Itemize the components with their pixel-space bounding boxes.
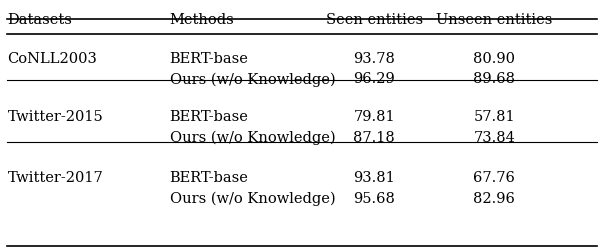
Text: 93.78: 93.78 [353,52,395,67]
Text: 79.81: 79.81 [353,110,395,124]
Text: 82.96: 82.96 [474,192,515,206]
Text: Twitter-2015: Twitter-2015 [7,110,103,124]
Text: 96.29: 96.29 [353,72,395,86]
Text: BERT-base: BERT-base [170,52,249,67]
Text: Datasets: Datasets [7,13,72,27]
Text: 89.68: 89.68 [474,72,515,86]
Text: Ours (w/o Knowledge): Ours (w/o Knowledge) [170,131,335,145]
Text: BERT-base: BERT-base [170,110,249,124]
Text: 80.90: 80.90 [474,52,515,67]
Text: 67.76: 67.76 [474,171,515,185]
Text: Twitter-2017: Twitter-2017 [7,171,103,185]
Text: 57.81: 57.81 [474,110,515,124]
Text: Ours (w/o Knowledge): Ours (w/o Knowledge) [170,72,335,87]
Text: 87.18: 87.18 [353,131,395,145]
Text: 73.84: 73.84 [474,131,515,145]
Text: Ours (w/o Knowledge): Ours (w/o Knowledge) [170,192,335,206]
Text: 95.68: 95.68 [353,192,395,206]
Text: Seen entities: Seen entities [326,13,423,27]
Text: CoNLL2003: CoNLL2003 [7,52,97,67]
Text: 93.81: 93.81 [353,171,395,185]
Text: Unseen entities: Unseen entities [436,13,553,27]
Text: BERT-base: BERT-base [170,171,249,185]
Text: Methods: Methods [170,13,234,27]
